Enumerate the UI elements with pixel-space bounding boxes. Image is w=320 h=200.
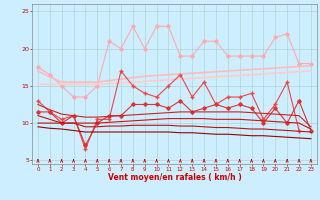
X-axis label: Vent moyen/en rafales ( km/h ): Vent moyen/en rafales ( km/h ) — [108, 173, 241, 182]
